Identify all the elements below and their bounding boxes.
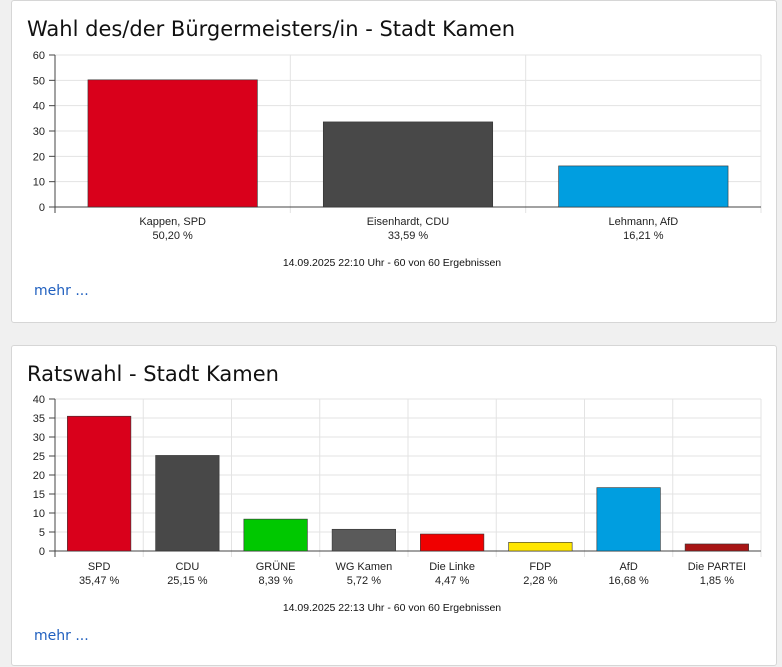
bar[interactable] bbox=[87, 79, 258, 208]
category-label: SPD bbox=[88, 561, 111, 573]
council-election-title: Ratswahl - Stadt Kamen bbox=[27, 362, 279, 386]
bar[interactable] bbox=[420, 533, 485, 552]
council-election-card: Ratswahl - Stadt Kamen 0 5 10 15 20 25 30 35 40 S… bbox=[11, 345, 777, 666]
y-tick-label: 35 bbox=[33, 413, 45, 425]
council-election-chart: 0 5 10 15 20 25 30 35 40 SPD 35,47 % CDU 25,15 % GRÜN… bbox=[33, 394, 762, 614]
bar[interactable] bbox=[508, 542, 573, 552]
value-label: 16,68 % bbox=[608, 575, 649, 587]
bar[interactable] bbox=[67, 415, 132, 552]
category-label: WG Kamen bbox=[335, 561, 392, 573]
y-tick-label: 20 bbox=[33, 151, 45, 163]
bar[interactable] bbox=[331, 528, 396, 552]
y-tick-label: 0 bbox=[39, 202, 45, 214]
value-label: 8,39 % bbox=[259, 575, 293, 587]
category-label: AfD bbox=[619, 561, 637, 573]
bar[interactable] bbox=[155, 455, 220, 552]
category-label: FDP bbox=[529, 561, 551, 573]
council-more-link[interactable]: mehr ... bbox=[34, 628, 89, 644]
y-tick-label: 0 bbox=[39, 546, 45, 558]
category-label: CDU bbox=[175, 561, 199, 573]
value-label: 4,47 % bbox=[435, 575, 469, 587]
value-label: 25,15 % bbox=[167, 575, 208, 587]
y-tick-label: 30 bbox=[33, 432, 45, 444]
y-tick-label: 20 bbox=[33, 470, 45, 482]
category-label: Kappen, SPD bbox=[139, 216, 206, 228]
y-tick-label: 5 bbox=[39, 527, 45, 539]
bar[interactable] bbox=[558, 165, 729, 208]
value-label: 35,47 % bbox=[79, 575, 120, 587]
y-tick-label: 30 bbox=[33, 126, 45, 138]
category-label: Eisenhardt, CDU bbox=[367, 216, 450, 228]
category-label: Die Linke bbox=[429, 561, 475, 573]
category-label: Lehmann, AfD bbox=[608, 216, 678, 228]
value-label: 5,72 % bbox=[347, 575, 381, 587]
y-tick-label: 15 bbox=[33, 489, 45, 501]
value-label: 16,21 % bbox=[623, 230, 664, 242]
results-timestamp: 14.09.2025 22:13 Uhr - 60 von 60 Ergebni… bbox=[283, 602, 501, 614]
bar[interactable] bbox=[684, 543, 749, 552]
results-timestamp: 14.09.2025 22:10 Uhr - 60 von 60 Ergebni… bbox=[283, 257, 501, 269]
bar[interactable] bbox=[596, 487, 661, 552]
y-tick-label: 25 bbox=[33, 451, 45, 463]
y-tick-label: 40 bbox=[33, 394, 45, 406]
mayor-election-title: Wahl des/der Bürgermeisters/in - Stadt K… bbox=[27, 17, 516, 41]
y-tick-label: 10 bbox=[33, 508, 45, 520]
value-label: 33,59 % bbox=[388, 230, 429, 242]
y-tick-label: 10 bbox=[33, 177, 45, 189]
mayor-election-chart: 0 10 20 30 40 50 60 Kappen, SPD 50,20 % Eisenhard… bbox=[33, 50, 762, 269]
bar[interactable] bbox=[322, 121, 494, 208]
y-tick-label: 40 bbox=[33, 101, 45, 113]
value-label: 1,85 % bbox=[700, 575, 734, 587]
category-label: GRÜNE bbox=[256, 561, 296, 573]
y-tick-label: 50 bbox=[33, 75, 45, 87]
category-label: Die PARTEI bbox=[688, 561, 746, 573]
y-tick-label: 60 bbox=[33, 50, 45, 62]
mayor-more-link[interactable]: mehr ... bbox=[34, 283, 89, 299]
value-label: 2,28 % bbox=[523, 575, 557, 587]
bar[interactable] bbox=[243, 518, 308, 552]
value-label: 50,20 % bbox=[152, 230, 193, 242]
mayor-election-card: Wahl des/der Bürgermeisters/in - Stadt K… bbox=[11, 0, 777, 323]
